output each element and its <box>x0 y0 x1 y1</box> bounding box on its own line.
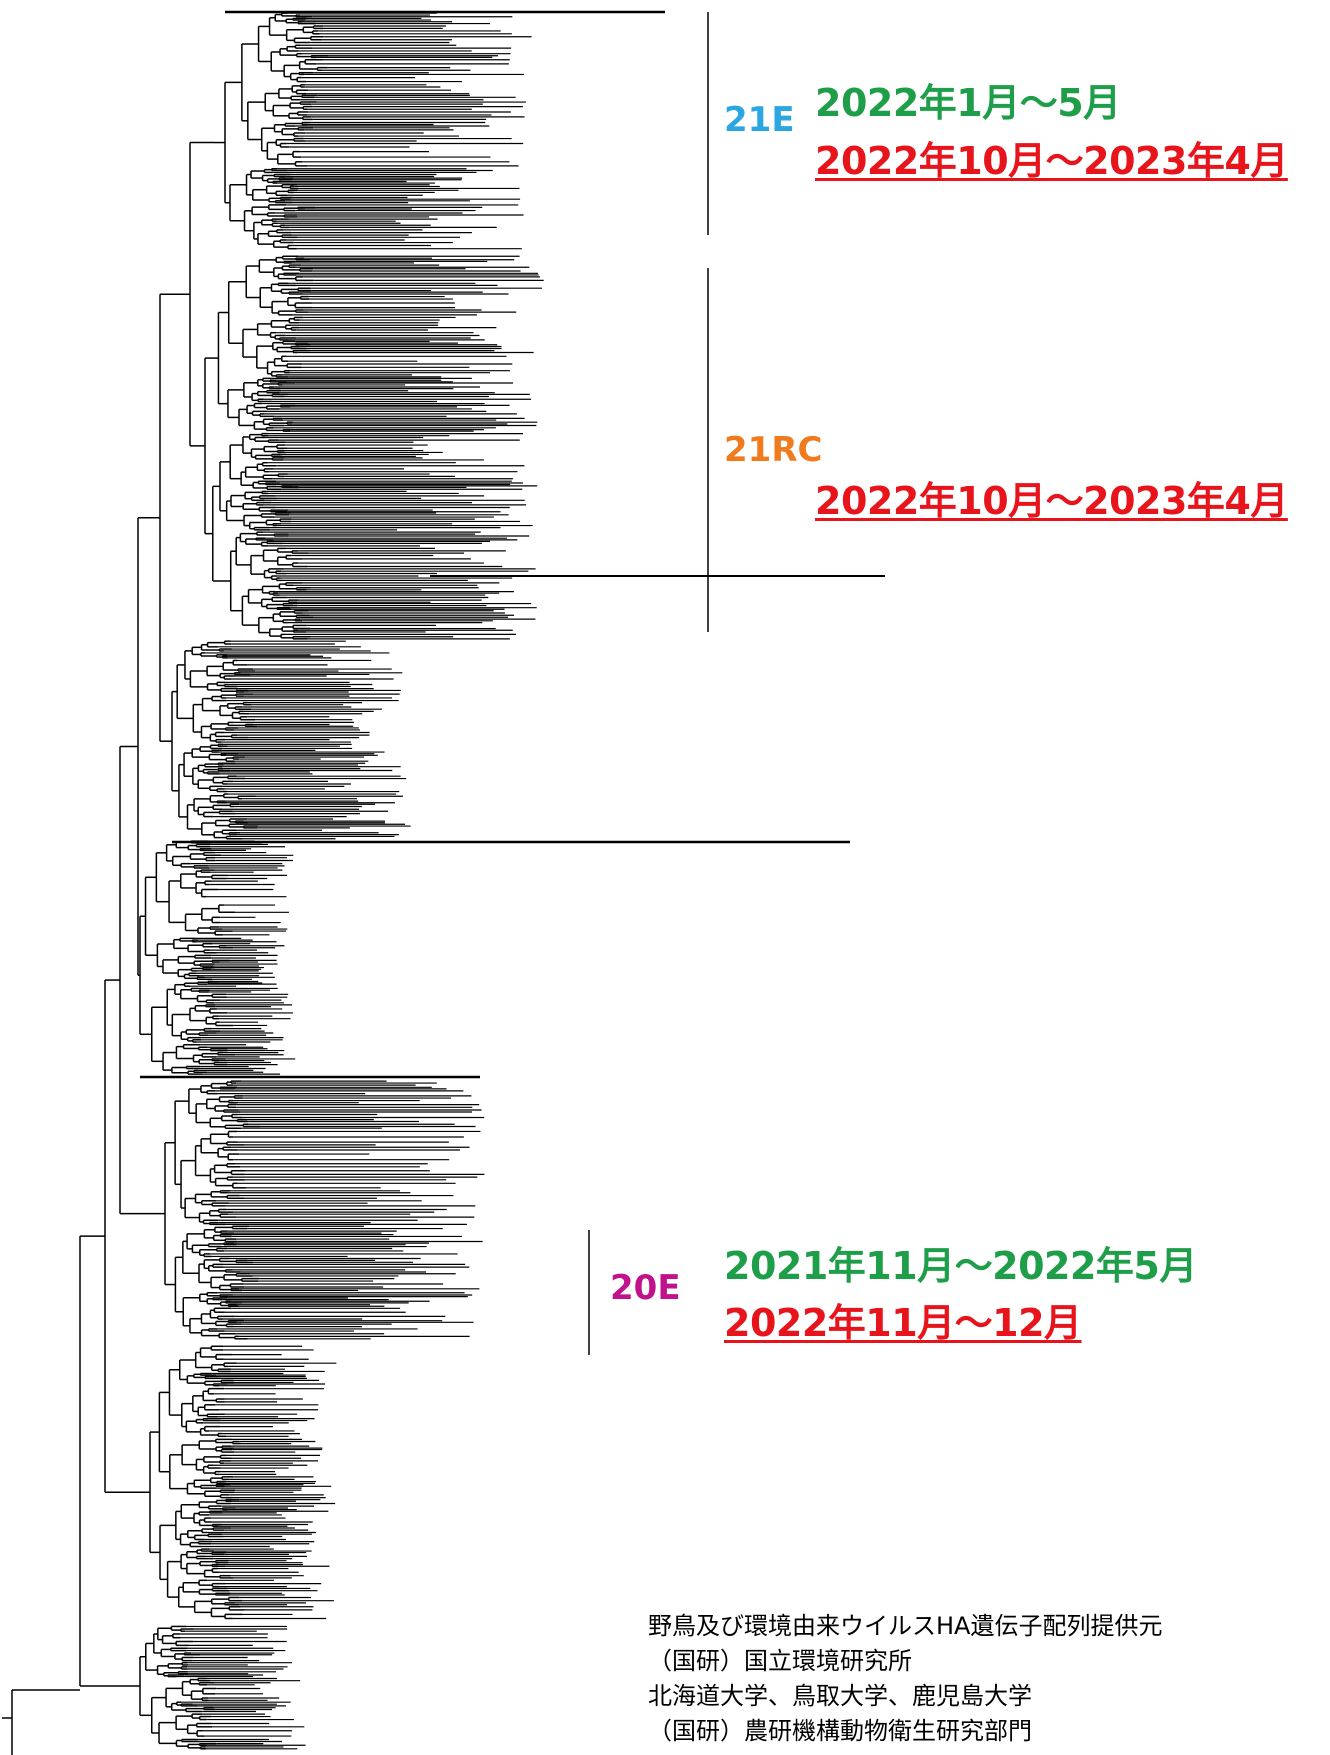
clade-21e-period-red: 2022年10月～2023年4月 <box>815 139 1288 183</box>
tree-branches <box>2 10 885 1755</box>
clade-bars <box>588 12 709 1355</box>
credit-line-4: （国研）農研機構動物衛生研究部門 <box>648 1717 1032 1745</box>
clade-21rc-period-red: 2022年10月～2023年4月 <box>815 479 1288 523</box>
credit-line-2: （国研）国立環境研究所 <box>648 1647 912 1675</box>
clade-20e-label: 20E <box>610 1268 681 1308</box>
credit-line-3: 北海道大学、鳥取大学、鹿児島大学 <box>648 1682 1032 1710</box>
clade-21rc-label: 21RC <box>724 430 823 470</box>
credit-line-1: 野鳥及び環境由来ウイルスHA遺伝子配列提供元 <box>648 1612 1163 1640</box>
clade-21e-label: 21E <box>724 100 795 140</box>
clade-21e-period-green: 2022年1月～5月 <box>815 81 1121 125</box>
clade-20e-period-green: 2021年11月～2022年5月 <box>724 1244 1197 1288</box>
clade-20e-period-red: 2022年11月～12月 <box>724 1301 1082 1345</box>
